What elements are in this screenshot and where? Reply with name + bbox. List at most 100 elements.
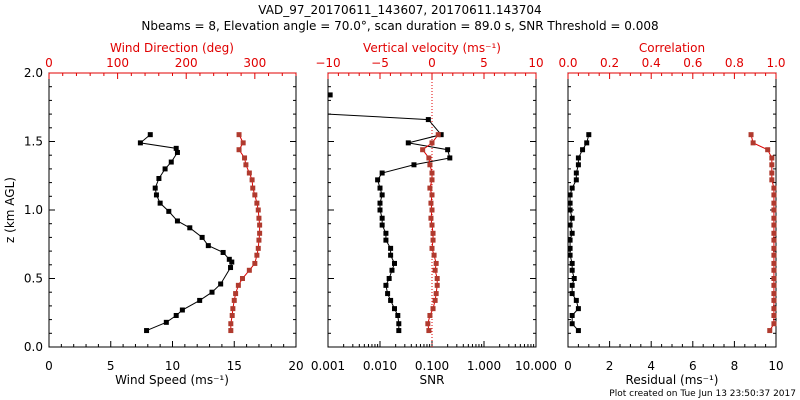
y-tick-label: 1.0 [24, 203, 43, 217]
x-tick-label: 1.000 [467, 359, 501, 373]
y-tick-label: 0.5 [24, 272, 43, 286]
top-x-tick-label: 0.0 [558, 56, 577, 70]
snr-point [396, 321, 402, 327]
snr-point [386, 276, 392, 281]
snr-point [396, 328, 402, 334]
x-tick-label: 4 [647, 359, 655, 373]
y-tick-label: 2.0 [24, 66, 43, 80]
snr-point [379, 192, 385, 198]
correlation-point [771, 215, 777, 221]
wind-direction-point [239, 276, 245, 281]
y-axis-label: z (km AGL) [3, 177, 17, 243]
top-x-tick-label: −5 [371, 56, 389, 70]
snr-point [385, 291, 391, 297]
snr-top-xlabel: Vertical velocity (ms⁻¹) [363, 41, 501, 55]
top-x-tick-label: 0.2 [600, 56, 619, 70]
residual-point [575, 155, 581, 161]
wind-direction-point [228, 321, 234, 327]
residual-point [569, 185, 575, 191]
wind-speed-point [174, 218, 180, 224]
correlation-point [771, 207, 777, 213]
wind-direction-point [249, 177, 255, 183]
top-x-tick-label: 0.4 [642, 56, 661, 70]
x-tick-label: 10.000 [515, 359, 557, 373]
correlation-point [771, 297, 777, 303]
x-tick-label: 8 [731, 359, 739, 373]
snr-point [383, 237, 389, 243]
residual-point [569, 321, 575, 327]
top-x-tick-label: 5 [480, 56, 488, 70]
wind-speed-point [144, 328, 150, 334]
plot-footer: Plot created on Tue Jun 13 23:50:37 2017 [609, 389, 796, 399]
wind-direction-point [228, 328, 234, 334]
residual-bottom-xlabel: Residual (ms⁻¹) [626, 373, 719, 387]
top-x-tick-label: 100 [106, 56, 129, 70]
residual-point [575, 162, 581, 168]
correlation-point [748, 132, 754, 138]
snr-point [389, 267, 395, 273]
vertical-velocity-point [430, 237, 436, 243]
wind-top-xlabel: Wind Direction (deg) [110, 41, 234, 55]
wind-speed-point [226, 256, 232, 262]
top-x-tick-label: 0 [428, 56, 436, 70]
residual-point [586, 132, 592, 138]
residual-point [573, 177, 579, 183]
correlation-point [767, 328, 773, 334]
x-tick-label: 0.001 [311, 359, 345, 373]
x-tick-label: 10 [165, 359, 180, 373]
vertical-velocity-point [433, 260, 439, 266]
wind-speed-point [173, 312, 179, 318]
residual-point [573, 170, 579, 176]
wind-direction-point [257, 222, 263, 228]
wind-speed-point [168, 159, 174, 165]
wind-direction-point [235, 282, 241, 288]
snr-point [405, 140, 411, 146]
vertical-velocity-point [426, 155, 432, 161]
wind-speed-point [229, 259, 235, 265]
correlation-point [771, 252, 777, 258]
wind-direction-point [243, 162, 249, 168]
panel-residual-frame [567, 72, 777, 348]
residual-point [567, 252, 573, 258]
snr-point [388, 252, 394, 258]
wind-direction-point [255, 245, 261, 251]
wind-direction-point [250, 185, 256, 191]
residual-point [569, 260, 575, 266]
vertical-velocity-point [431, 252, 437, 258]
correlation-point [771, 312, 777, 318]
wind-direction-point [254, 200, 260, 206]
wind-direction-point [252, 192, 258, 198]
residual-point [569, 267, 575, 273]
snr-point [383, 230, 389, 236]
snr-point [445, 147, 451, 153]
snr-point [377, 207, 383, 213]
snr-point [379, 170, 385, 176]
wind-speed-point [174, 149, 180, 155]
x-tick-label: 0.100 [415, 359, 449, 373]
vertical-velocity-point [429, 222, 435, 228]
wind-direction-point [233, 291, 239, 297]
wind-direction-point [236, 147, 242, 153]
vertical-velocity-point [428, 200, 434, 206]
y-tick-label: 1.5 [24, 135, 43, 149]
wind-speed-point [179, 307, 185, 313]
correlation-point [771, 200, 777, 206]
top-x-tick-label: 0.8 [725, 56, 744, 70]
wind-speed-point [147, 132, 153, 138]
chart-title-line2: Nbeams = 8, Elevation angle = 70.0°, sca… [141, 19, 658, 33]
wind-direction-point [252, 260, 258, 266]
correlation-point [771, 237, 777, 243]
correlation-point [771, 185, 777, 191]
wind-speed-point [157, 200, 163, 206]
top-x-tick-label: 10 [528, 56, 543, 70]
top-x-tick-label: 200 [175, 56, 198, 70]
correlation-point [771, 230, 777, 236]
vertical-velocity-point [427, 312, 433, 318]
snr-bottom-xlabel: SNR [420, 373, 445, 387]
correlation-point [769, 155, 775, 161]
wind-bottom-xlabel: Wind Speed (ms⁻¹) [115, 373, 229, 387]
y-tick-label: 0.0 [24, 340, 43, 354]
vertical-velocity-point [429, 192, 435, 198]
correlation-point [769, 170, 775, 176]
